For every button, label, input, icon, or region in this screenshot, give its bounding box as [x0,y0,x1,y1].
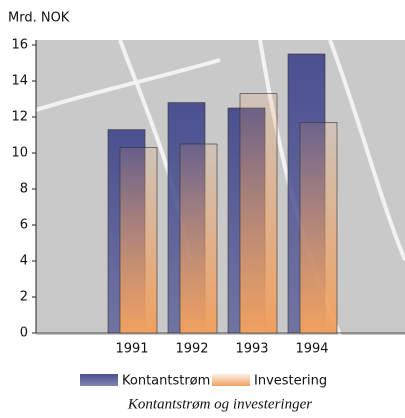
y-tick-label: 14 [11,74,28,89]
bar [239,93,278,334]
y-tick-label: 6 [20,218,28,233]
legend-swatch [212,374,250,386]
bar [119,147,158,334]
legend-label: Kontantstrøm [122,374,210,389]
y-tick-label: 8 [20,182,28,197]
caption: Kontantstrøm og investeringer [127,396,312,412]
legend-swatch [80,374,118,386]
y-tick-label: 2 [20,290,28,305]
map-background [36,40,405,335]
bar [299,122,338,334]
y-tick-label: 0 [20,326,28,341]
y-tick-label: 10 [11,146,28,161]
x-tick-label: 1993 [235,342,268,357]
legend-label: Investering [254,374,327,389]
y-tick-label: 12 [11,110,28,125]
y-tick-label: 16 [11,38,28,53]
x-tick-label: 1994 [295,342,328,357]
bar [179,143,218,334]
x-tick-label: 1991 [115,342,148,357]
y-tick-label: 4 [20,254,28,269]
y-axis-label: Mrd. NOK [8,11,70,26]
x-tick-label: 1992 [175,342,208,357]
map-streaks [35,39,405,336]
